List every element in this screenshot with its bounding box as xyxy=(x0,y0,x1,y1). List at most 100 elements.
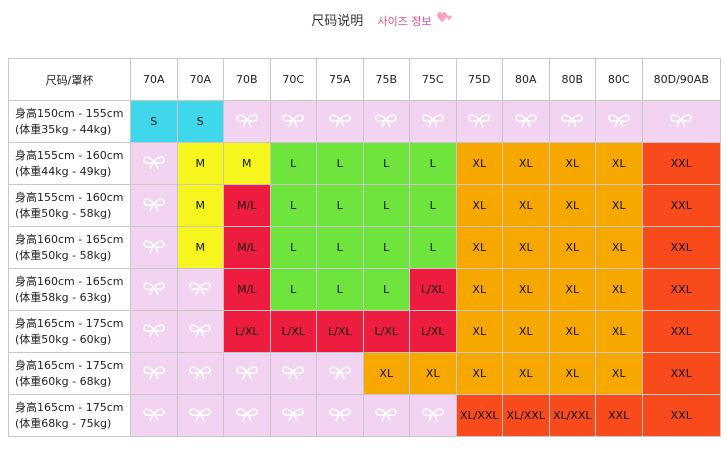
height-range: 身高165cm - 175cm xyxy=(15,358,124,372)
size-cell: S xyxy=(176,100,224,143)
title: 尺码说明 xyxy=(311,14,364,29)
size-cell: M/L xyxy=(223,268,271,311)
size-cell: XL xyxy=(595,184,643,227)
size-cell: L xyxy=(316,184,364,227)
size-cell: L xyxy=(409,226,457,269)
size-row: 身高150cm - 155cm (体重35kg - 44kg) S S xyxy=(8,100,721,143)
column-header: 70A xyxy=(130,58,178,101)
column-header: 70A xyxy=(176,58,224,101)
size-cell: XL xyxy=(502,352,550,395)
bow-icon xyxy=(375,114,398,128)
size-cell: XL xyxy=(362,352,410,395)
bow-icon xyxy=(142,408,165,422)
size-cell: XL/XXL xyxy=(455,394,503,437)
bow-icon xyxy=(189,408,212,422)
column-header: 80D/90AB xyxy=(641,58,721,101)
row-label: 身高160cm - 165cm (体重58kg - 63kg) xyxy=(8,268,131,311)
bow-icon xyxy=(328,114,351,128)
size-cell: L xyxy=(362,226,410,269)
size-cell: M xyxy=(176,226,224,269)
empty-cell xyxy=(176,310,224,353)
bow-icon xyxy=(235,114,258,128)
size-row: 身高155cm - 160cm (体重50kg - 58kg) M M/L L L L L XL… xyxy=(8,184,721,227)
bow-icon xyxy=(235,366,258,380)
empty-cell xyxy=(269,100,317,143)
bow-icon xyxy=(670,114,693,128)
weight-range: (体重50kg - 60kg) xyxy=(15,332,112,346)
size-cell: XXL xyxy=(641,142,721,185)
empty-cell xyxy=(130,142,178,185)
size-cell: XL xyxy=(455,268,503,311)
size-cell: L/XL xyxy=(409,268,457,311)
height-range: 身高160cm - 165cm xyxy=(15,232,124,246)
bow-icon xyxy=(421,114,444,128)
size-cell: XL xyxy=(548,184,596,227)
height-range: 身高160cm - 165cm xyxy=(15,274,124,288)
size-cell: XL xyxy=(548,142,596,185)
size-table: 尺码/罩杯 70A 70A 70B 70C 75A 75B 75C 75D 80A 80B 80C 80… xyxy=(8,58,721,437)
column-header: 80B xyxy=(548,58,596,101)
row-label: 身高155cm - 160cm (体重44kg - 49kg) xyxy=(8,142,131,185)
bow-icon xyxy=(142,324,165,338)
empty-cell xyxy=(409,100,457,143)
size-cell: L xyxy=(316,268,364,311)
bow-icon xyxy=(142,366,165,380)
size-cell: XL xyxy=(595,268,643,311)
bow-icon xyxy=(282,114,305,128)
bow-icon xyxy=(514,114,537,128)
empty-cell xyxy=(502,100,550,143)
size-cell: L/XL xyxy=(269,310,317,353)
size-cell: M xyxy=(176,184,224,227)
subtitle: 사이즈 정보 xyxy=(377,15,432,28)
size-row: 身高160cm - 165cm (体重58kg - 63kg) M/L L L L L/XL… xyxy=(8,268,721,311)
size-row: 身高165cm - 175cm (体重60kg - 68kg) XL XL XL XL XL… xyxy=(8,352,721,395)
column-header: 75B xyxy=(362,58,410,101)
size-cell: L xyxy=(269,226,317,269)
height-range: 身高165cm - 175cm xyxy=(15,400,124,414)
size-cell: XXL xyxy=(641,394,721,437)
bow-icon xyxy=(421,408,444,422)
size-cell: M xyxy=(176,142,224,185)
size-cell: XL xyxy=(455,184,503,227)
bow-icon xyxy=(282,408,305,422)
size-cell: XL/XXL xyxy=(502,394,550,437)
row-label: 身高150cm - 155cm (体重35kg - 44kg) xyxy=(8,100,131,143)
empty-cell xyxy=(316,100,364,143)
weight-range: (体重60kg - 68kg) xyxy=(15,374,112,388)
size-cell: XL xyxy=(409,352,457,395)
empty-cell xyxy=(130,268,178,311)
size-cell: L/XL xyxy=(409,310,457,353)
bow-icon xyxy=(142,198,165,212)
size-cell: M/L xyxy=(223,226,271,269)
bow-icon xyxy=(189,324,212,338)
size-row: 身高160cm - 165cm (体重50kg - 58kg) M M/L L L L L XL… xyxy=(8,226,721,269)
column-header: 80C xyxy=(595,58,643,101)
row-label: 身高165cm - 175cm (体重50kg - 60kg) xyxy=(8,310,131,353)
size-cell: XL xyxy=(548,352,596,395)
bow-icon xyxy=(328,366,351,380)
size-cell: XL xyxy=(502,142,550,185)
size-cell: L xyxy=(409,184,457,227)
empty-cell xyxy=(223,352,271,395)
empty-cell xyxy=(176,352,224,395)
size-cell: XXL xyxy=(595,394,643,437)
empty-cell xyxy=(130,394,178,437)
height-range: 身高150cm - 155cm xyxy=(15,106,124,120)
column-header: 70B xyxy=(223,58,271,101)
empty-cell xyxy=(548,100,596,143)
size-cell: XXL xyxy=(641,352,721,395)
size-cell: L xyxy=(409,142,457,185)
empty-cell xyxy=(176,268,224,311)
size-cell: L xyxy=(269,142,317,185)
size-cell: XL xyxy=(595,226,643,269)
size-cell: L/XL xyxy=(223,310,271,353)
size-cell: L xyxy=(269,184,317,227)
size-cell: XL xyxy=(595,142,643,185)
bow-icon xyxy=(189,282,212,296)
size-cell: M/L xyxy=(223,184,271,227)
empty-cell xyxy=(316,394,364,437)
empty-cell xyxy=(269,394,317,437)
empty-cell xyxy=(223,394,271,437)
empty-cell xyxy=(269,352,317,395)
